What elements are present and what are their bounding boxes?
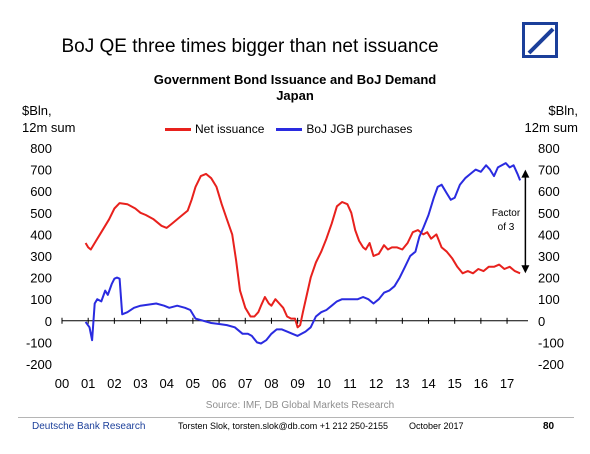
y-tick-label-right: 800: [538, 141, 560, 156]
y-tick-label-right: 700: [538, 163, 560, 178]
y-tick-label-right: 500: [538, 206, 560, 221]
y-tick-label-right: 600: [538, 184, 560, 199]
y-tick-label-left: 100: [30, 292, 52, 307]
x-tick-label: 06: [212, 376, 226, 391]
y-tick-label-right: 300: [538, 249, 560, 264]
chart-subtitle: Japan: [276, 88, 314, 103]
footer-date: October 2017: [409, 421, 464, 431]
annotation-line1: Factor: [491, 208, 521, 219]
legend-swatch-blue: [276, 127, 303, 131]
slide-title: BoJ QE three times bigger than net issua…: [61, 36, 439, 57]
x-tick-label: 07: [238, 376, 252, 391]
x-tick-label: 12: [369, 376, 383, 391]
x-tick-label: 05: [186, 376, 200, 391]
y-tick-label-right: 400: [538, 227, 560, 242]
net-issuance-line: [84, 172, 521, 329]
x-tick-label: 15: [447, 376, 461, 391]
page-number: 80: [543, 421, 555, 432]
legend-item-net-issuance: Net issuance: [165, 122, 264, 136]
legend-item-boj-purchases: BoJ JGB purchases: [276, 122, 412, 136]
boj-purchases-line: [84, 162, 522, 345]
legend-label: BoJ JGB purchases: [306, 122, 413, 136]
chart-legend: Net issuance BoJ JGB purchases: [165, 122, 412, 136]
left-axis-unit: $Bln, 12m sum: [22, 102, 75, 136]
y-tick-label-left: 800: [30, 141, 52, 156]
chart-title-main: Government Bond Issuance and BoJ Demand: [153, 72, 437, 87]
x-tick-label: 08: [264, 376, 278, 391]
x-tick-label: 04: [159, 376, 173, 391]
x-tick-label: 09: [290, 376, 304, 391]
factor-arrow-head-up: [521, 169, 530, 178]
factor-annotation: Factor of 3: [486, 207, 526, 235]
x-tick-label: 17: [500, 376, 514, 391]
y-tick-label-left: -100: [26, 335, 52, 350]
y-tick-label-left: 400: [30, 227, 52, 242]
y-tick-label-left: -200: [26, 357, 52, 372]
deutsche-bank-logo-icon: [522, 22, 558, 58]
annotation-line2: of 3: [497, 222, 515, 233]
source-note: Source: IMF, DB Global Markets Research: [205, 400, 395, 411]
x-tick-label: 16: [474, 376, 488, 391]
legend-swatch-red: [165, 127, 191, 131]
y-tick-label-right: -100: [538, 335, 564, 350]
y-tick-label-right: 0: [538, 314, 545, 329]
y-tick-label-right: 200: [538, 271, 560, 286]
chart-title: Government Bond Issuance and BoJ Demand …: [110, 72, 480, 104]
right-axis-unit-line2: 12m sum: [524, 120, 578, 135]
y-tick-label-left: 700: [30, 163, 52, 178]
right-axis-unit-line1: $Bln,: [548, 103, 578, 118]
factor-arrow-head-down: [521, 265, 530, 274]
y-tick-label-right: 100: [538, 292, 560, 307]
left-axis-unit-line2: 12m sum: [22, 120, 76, 135]
footer-contact: Torsten Slok, torsten.slok@db.com +1 212…: [178, 421, 389, 431]
footer-brand: Deutsche Bank Research: [32, 421, 146, 432]
y-tick-label-left: 300: [30, 249, 52, 264]
footer-divider: [18, 417, 574, 418]
x-tick-label: 01: [81, 376, 95, 391]
y-tick-label-left: 200: [30, 271, 52, 286]
y-tick-label-left: 0: [45, 314, 52, 329]
x-tick-label: 11: [343, 376, 357, 391]
x-tick-label: 14: [421, 376, 435, 391]
y-tick-label-left: 500: [30, 206, 52, 221]
x-tick-label: 03: [133, 376, 147, 391]
x-tick-label: 00: [55, 376, 69, 391]
y-tick-label-right: -200: [538, 357, 564, 372]
legend-label: Net issuance: [195, 122, 265, 136]
x-tick-label: 10: [317, 376, 331, 391]
x-tick-label: 13: [395, 376, 409, 391]
x-tick-label: 02: [107, 376, 121, 391]
left-axis-unit-line1: $Bln,: [22, 103, 52, 118]
right-axis-unit: $Bln, 12m sum: [518, 102, 578, 136]
y-tick-label-left: 600: [30, 184, 52, 199]
